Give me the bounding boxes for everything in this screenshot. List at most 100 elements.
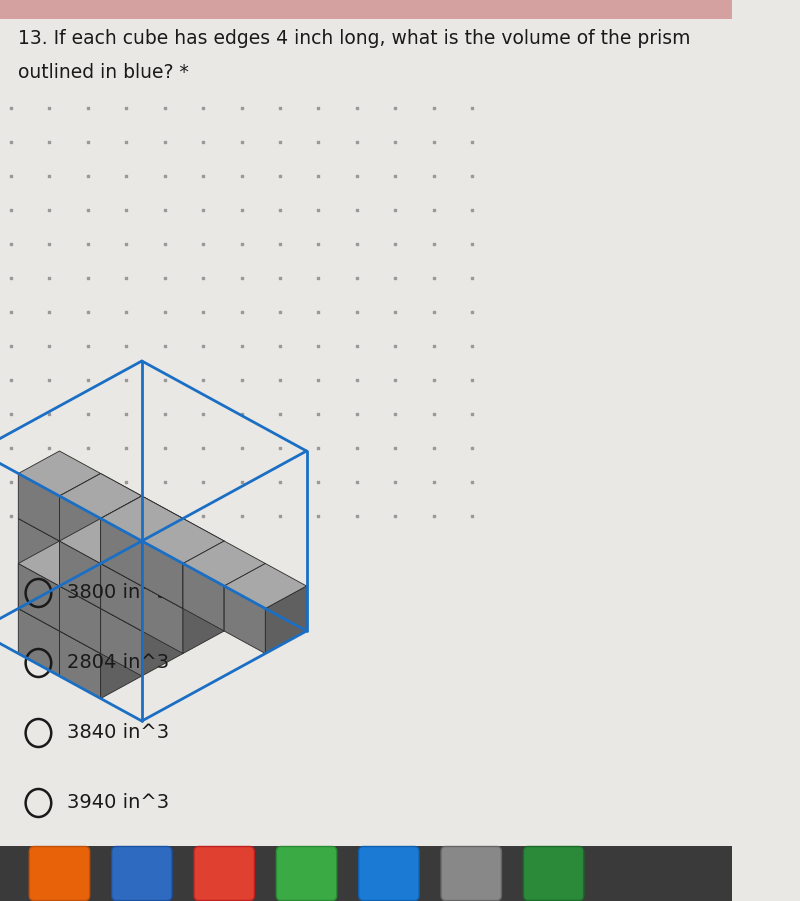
Text: outlined in blue? *: outlined in blue? *: [18, 63, 189, 82]
Polygon shape: [59, 563, 142, 608]
Polygon shape: [101, 518, 142, 586]
Point: [235, 135, 248, 150]
Polygon shape: [142, 518, 183, 586]
Polygon shape: [59, 541, 101, 608]
Point: [197, 475, 210, 489]
Polygon shape: [18, 518, 59, 586]
Point: [389, 441, 402, 455]
Point: [120, 237, 133, 251]
Point: [274, 475, 286, 489]
Point: [350, 203, 363, 217]
Polygon shape: [142, 608, 183, 676]
Point: [350, 373, 363, 387]
Polygon shape: [142, 563, 183, 631]
Point: [427, 305, 440, 319]
Point: [43, 305, 56, 319]
Polygon shape: [224, 586, 266, 653]
Polygon shape: [142, 541, 183, 608]
Point: [5, 475, 18, 489]
Point: [312, 101, 325, 115]
Point: [158, 509, 171, 523]
Point: [466, 305, 478, 319]
Polygon shape: [101, 496, 183, 541]
Point: [5, 406, 18, 421]
Point: [389, 475, 402, 489]
Polygon shape: [59, 563, 101, 631]
Point: [197, 237, 210, 251]
Polygon shape: [142, 563, 183, 631]
Point: [197, 203, 210, 217]
Point: [158, 237, 171, 251]
Polygon shape: [59, 608, 142, 653]
Point: [158, 406, 171, 421]
Point: [312, 305, 325, 319]
Point: [82, 441, 94, 455]
Point: [5, 339, 18, 353]
Point: [197, 271, 210, 286]
Point: [197, 509, 210, 523]
Point: [43, 406, 56, 421]
Point: [120, 271, 133, 286]
Polygon shape: [101, 586, 142, 653]
Point: [82, 305, 94, 319]
Point: [235, 441, 248, 455]
Point: [235, 406, 248, 421]
Point: [389, 135, 402, 150]
Point: [312, 441, 325, 455]
Polygon shape: [101, 496, 142, 563]
Point: [43, 271, 56, 286]
Point: [197, 101, 210, 115]
Polygon shape: [224, 563, 266, 631]
Point: [120, 168, 133, 183]
Polygon shape: [142, 518, 183, 586]
Point: [274, 237, 286, 251]
Point: [466, 441, 478, 455]
Polygon shape: [142, 586, 183, 653]
Point: [82, 168, 94, 183]
Text: 13. If each cube has edges 4 inch long, what is the volume of the prism: 13. If each cube has edges 4 inch long, …: [18, 29, 690, 48]
Polygon shape: [101, 496, 183, 541]
Point: [158, 305, 171, 319]
Polygon shape: [59, 586, 101, 653]
Point: [5, 135, 18, 150]
Point: [274, 168, 286, 183]
Polygon shape: [18, 563, 59, 631]
Point: [43, 203, 56, 217]
Point: [466, 168, 478, 183]
Polygon shape: [59, 608, 101, 676]
Polygon shape: [59, 474, 142, 518]
Polygon shape: [18, 608, 59, 676]
Point: [350, 237, 363, 251]
Point: [43, 101, 56, 115]
Point: [235, 237, 248, 251]
Point: [274, 203, 286, 217]
Point: [120, 203, 133, 217]
Point: [389, 373, 402, 387]
Point: [312, 475, 325, 489]
Polygon shape: [59, 518, 142, 563]
Polygon shape: [266, 586, 306, 653]
Polygon shape: [101, 541, 142, 608]
Point: [389, 101, 402, 115]
Point: [274, 135, 286, 150]
Point: [350, 441, 363, 455]
Point: [427, 373, 440, 387]
Polygon shape: [183, 541, 266, 586]
Point: [120, 509, 133, 523]
Point: [82, 135, 94, 150]
Polygon shape: [59, 474, 142, 518]
Point: [427, 271, 440, 286]
Point: [427, 168, 440, 183]
Point: [120, 441, 133, 455]
Point: [5, 203, 18, 217]
Point: [158, 203, 171, 217]
Point: [427, 135, 440, 150]
Point: [82, 406, 94, 421]
Point: [312, 373, 325, 387]
Polygon shape: [18, 451, 101, 496]
Polygon shape: [18, 541, 101, 586]
Point: [312, 271, 325, 286]
Point: [389, 509, 402, 523]
Point: [274, 509, 286, 523]
Polygon shape: [59, 631, 101, 698]
